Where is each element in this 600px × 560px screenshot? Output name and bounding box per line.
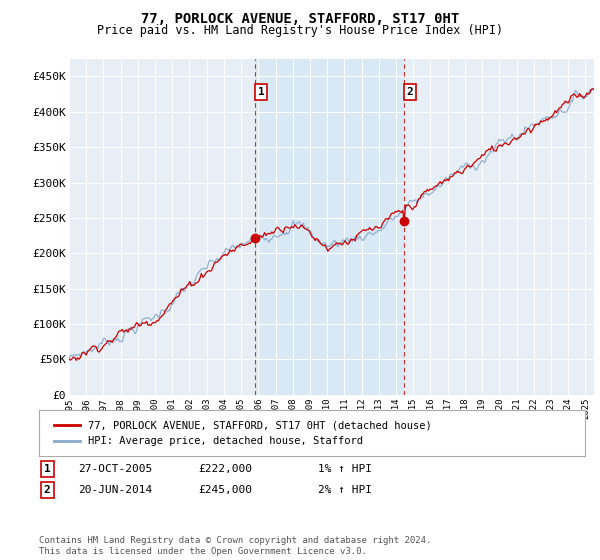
- Text: Price paid vs. HM Land Registry's House Price Index (HPI): Price paid vs. HM Land Registry's House …: [97, 24, 503, 37]
- Text: £222,000: £222,000: [198, 464, 252, 474]
- Text: 2% ↑ HPI: 2% ↑ HPI: [318, 485, 372, 495]
- Text: £245,000: £245,000: [198, 485, 252, 495]
- Text: 20-JUN-2014: 20-JUN-2014: [78, 485, 152, 495]
- Text: 1: 1: [258, 87, 265, 97]
- Text: 2: 2: [44, 485, 50, 495]
- Text: 2: 2: [407, 87, 413, 97]
- Text: 1% ↑ HPI: 1% ↑ HPI: [318, 464, 372, 474]
- Legend: 77, PORLOCK AVENUE, STAFFORD, ST17 0HT (detached house), HPI: Average price, det: 77, PORLOCK AVENUE, STAFFORD, ST17 0HT (…: [50, 417, 436, 450]
- Text: 27-OCT-2005: 27-OCT-2005: [78, 464, 152, 474]
- Bar: [255, 59, 404, 395]
- Text: Contains HM Land Registry data © Crown copyright and database right 2024.
This d: Contains HM Land Registry data © Crown c…: [39, 536, 431, 556]
- Text: 77, PORLOCK AVENUE, STAFFORD, ST17 0HT: 77, PORLOCK AVENUE, STAFFORD, ST17 0HT: [141, 12, 459, 26]
- Text: 1: 1: [44, 464, 50, 474]
